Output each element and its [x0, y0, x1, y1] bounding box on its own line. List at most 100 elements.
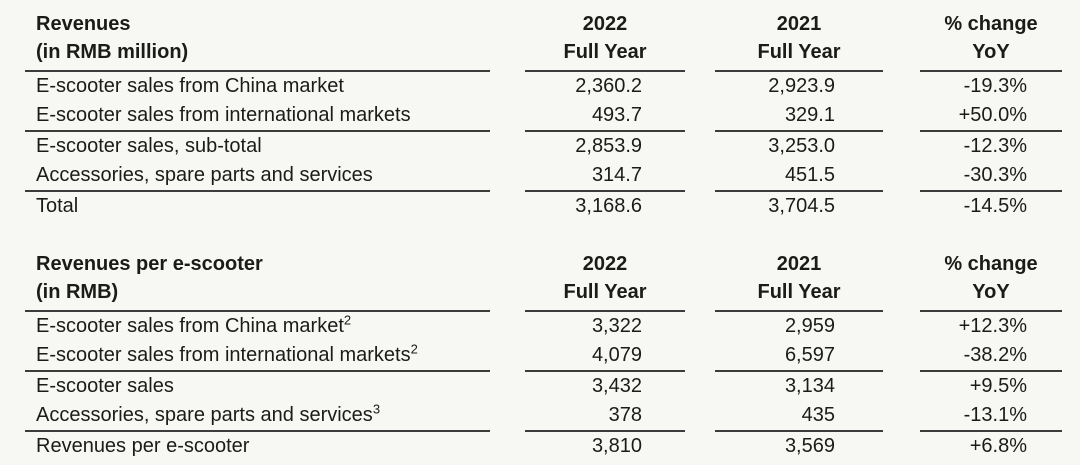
column-gap [685, 372, 715, 401]
value-2021: 2,959 [784, 315, 835, 337]
column-header-yoy: YoY [972, 281, 1010, 303]
column-gap [685, 72, 715, 101]
column-gap [490, 401, 525, 432]
column-header-2022: 2022 Full Year [525, 10, 685, 72]
column-gap [883, 401, 920, 432]
table-row: E-scooter sales from international marke… [25, 341, 1062, 372]
footnote-ref: 2 [410, 341, 418, 357]
column-gap [883, 101, 920, 132]
revenues-per-escooter-table: Revenues per e-scooter (in RMB) 2022 Ful… [25, 250, 1062, 461]
table-header-row: Revenues (in RMB million) 2022 Full Year… [25, 10, 1062, 72]
value-2022: 2,360.2 [575, 75, 642, 97]
column-gap [883, 72, 920, 101]
value-yoy: +9.5% [969, 375, 1027, 397]
value-yoy: -38.2% [920, 341, 1062, 372]
column-gap [490, 101, 525, 132]
value-2021: 451.5 [715, 161, 883, 192]
table-header-row: Revenues per e-scooter (in RMB) 2022 Ful… [25, 250, 1062, 312]
column-gap [490, 341, 525, 372]
value-2022: 378 [525, 401, 685, 432]
value-yoy: -14.5% [963, 195, 1027, 217]
column-header-period: Full Year [563, 281, 647, 303]
column-header-yoy: YoY [972, 41, 1010, 63]
value-yoy: +50.0% [920, 101, 1062, 132]
column-gap [490, 250, 525, 312]
row-label: E-scooter sales, sub-total [36, 135, 262, 157]
column-gap [883, 132, 920, 161]
value-2021: 3,253.0 [768, 135, 835, 157]
column-header-yoy-change: % change YoY [920, 250, 1062, 312]
value-2022: 3,432 [591, 375, 642, 397]
table-row: E-scooter sales from international marke… [25, 101, 1062, 132]
value-2021: 329.1 [715, 101, 883, 132]
value-yoy: -13.1% [920, 401, 1062, 432]
column-gap [490, 312, 525, 341]
column-header-year: 2021 [776, 13, 822, 35]
table-title-line1: Revenues per e-scooter [36, 253, 263, 275]
row-label: Accessories, spare parts and services [25, 161, 490, 192]
value-yoy: -12.3% [963, 135, 1027, 157]
value-2021: 2,923.9 [768, 75, 835, 97]
column-header-2021: 2021 Full Year [715, 10, 883, 72]
column-gap [883, 192, 920, 221]
column-gap [490, 432, 525, 461]
revenues-table: Revenues (in RMB million) 2022 Full Year… [25, 10, 1062, 221]
column-header-change: % change [944, 253, 1038, 275]
column-gap [685, 250, 715, 312]
column-gap [685, 432, 715, 461]
table-row: Accessories, spare parts and services3 3… [25, 401, 1062, 432]
column-gap [685, 10, 715, 72]
column-gap [490, 72, 525, 101]
column-gap [685, 312, 715, 341]
value-2022: 2,853.9 [575, 135, 642, 157]
column-header-2022: 2022 Full Year [525, 250, 685, 312]
column-gap [883, 372, 920, 401]
value-yoy: -30.3% [920, 161, 1062, 192]
value-2021: 435 [715, 401, 883, 432]
column-gap [883, 250, 920, 312]
column-header-yoy-change: % change YoY [920, 10, 1062, 72]
column-header-year: 2022 [582, 253, 628, 275]
value-2021: 3,134 [784, 375, 835, 397]
value-2022: 3,322 [591, 315, 642, 337]
column-gap [685, 161, 715, 192]
value-2022: 314.7 [525, 161, 685, 192]
column-gap [685, 192, 715, 221]
column-gap [883, 10, 920, 72]
column-header-period: Full Year [757, 41, 841, 63]
value-2022: 3,168.6 [575, 195, 642, 217]
value-2022: 4,079 [525, 341, 685, 372]
row-label: E-scooter sales from international marke… [25, 101, 490, 132]
column-header-period: Full Year [757, 281, 841, 303]
column-header-period: Full Year [563, 41, 647, 63]
column-header-year: 2022 [582, 13, 628, 35]
column-gap [883, 432, 920, 461]
value-2021: 6,597 [715, 341, 883, 372]
column-gap [490, 10, 525, 72]
column-gap [490, 192, 525, 221]
column-header-change: % change [944, 13, 1038, 35]
column-header-year: 2021 [776, 253, 822, 275]
value-yoy: +12.3% [958, 315, 1027, 337]
column-gap [490, 161, 525, 192]
column-gap [685, 101, 715, 132]
column-gap [490, 372, 525, 401]
table-title: Revenues (in RMB million) [25, 10, 490, 72]
table-row: E-scooter sales, sub-total 2,853.9 3,253… [25, 132, 1062, 161]
value-yoy: -19.3% [963, 75, 1027, 97]
table-title-line1: Revenues [36, 13, 131, 35]
column-gap [883, 341, 920, 372]
value-yoy: +6.8% [969, 435, 1027, 457]
column-gap [883, 312, 920, 341]
table-row: E-scooter sales from China market2 3,322… [25, 312, 1062, 341]
column-gap [685, 341, 715, 372]
footnote-ref: 2 [343, 312, 352, 328]
value-2021: 3,569 [784, 435, 835, 457]
value-2022: 3,810 [591, 435, 642, 457]
table-row: E-scooter sales 3,432 3,134 +9.5% [25, 372, 1062, 401]
column-header-2021: 2021 Full Year [715, 250, 883, 312]
row-label: E-scooter sales [36, 375, 174, 397]
table-row-total: Total 3,168.6 3,704.5 -14.5% [25, 192, 1062, 221]
table-title-line2: (in RMB) [36, 281, 119, 303]
